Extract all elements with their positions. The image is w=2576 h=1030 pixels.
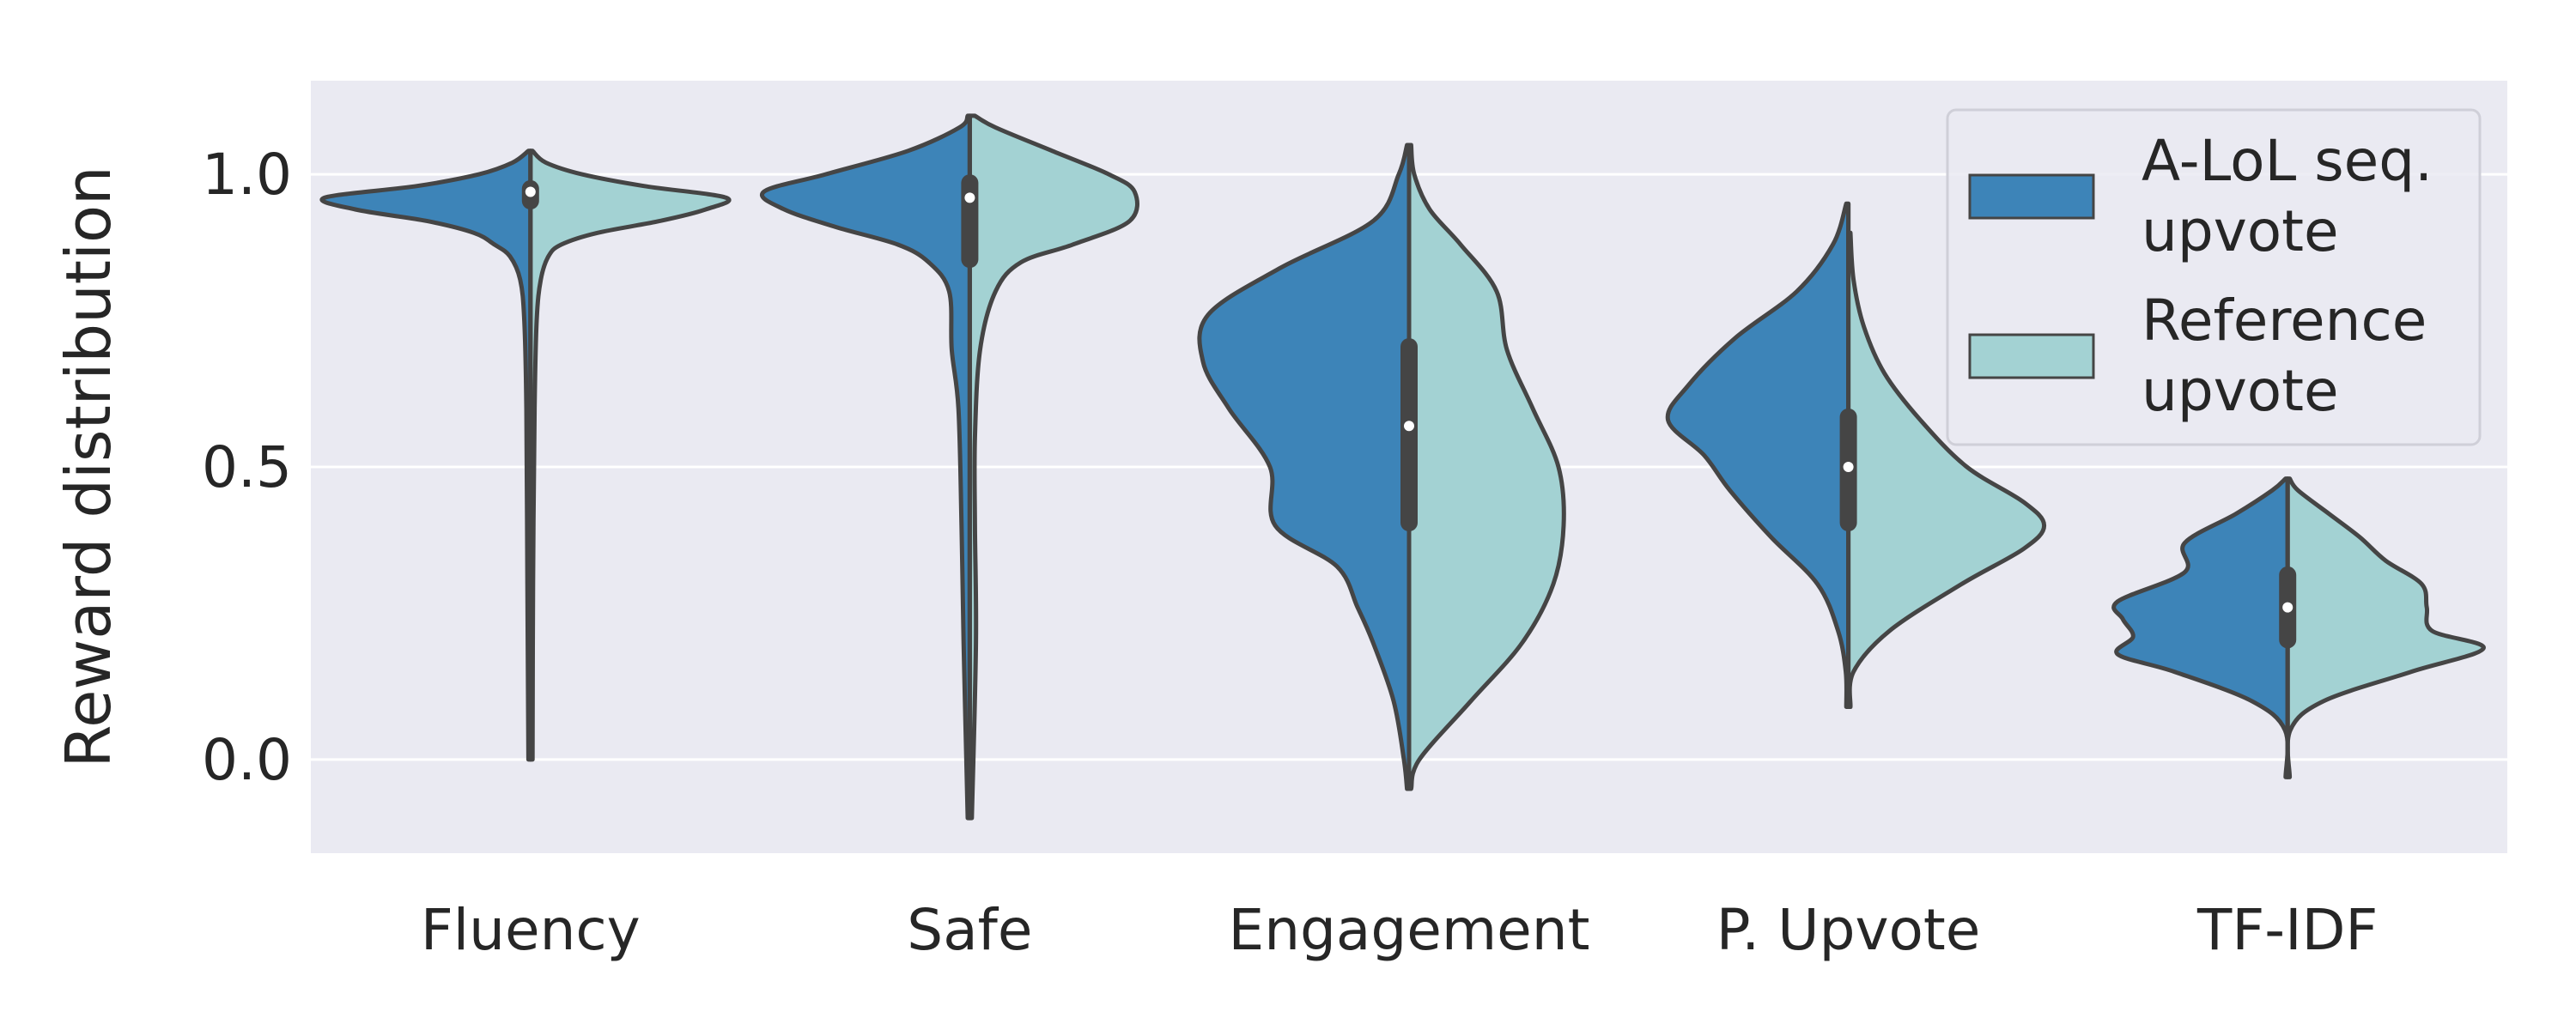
legend-swatch bbox=[1968, 173, 2095, 220]
violin-half-right bbox=[1846, 230, 2047, 709]
x-tick-label: TF-IDF bbox=[2196, 897, 2378, 963]
iqr-box bbox=[1400, 338, 1418, 531]
legend-item: A-LoL seq. upvote bbox=[1968, 128, 2433, 264]
median-marker bbox=[1843, 462, 1854, 472]
x-tick-label: Engagement bbox=[1229, 897, 1590, 963]
x-tick-label: Safe bbox=[907, 897, 1032, 963]
median-marker bbox=[1404, 421, 1414, 432]
median-marker bbox=[2282, 602, 2293, 613]
violin-half-right bbox=[2285, 476, 2486, 779]
x-tick-label: Fluency bbox=[421, 897, 641, 963]
legend-swatch bbox=[1968, 333, 2095, 379]
violin-half-left bbox=[760, 113, 972, 821]
median-marker bbox=[525, 186, 536, 197]
violins bbox=[319, 113, 2486, 821]
x-tick-label: P. Upvote bbox=[1716, 897, 1981, 963]
y-tick-label: 0.0 bbox=[202, 727, 292, 793]
violin-engagement bbox=[1197, 142, 1566, 791]
violin-half-left bbox=[2111, 476, 2290, 779]
violin-half-right bbox=[967, 113, 1139, 821]
x-tick-labels: Fluency Safe Engagement P. Upvote TF-IDF bbox=[421, 897, 2379, 963]
y-tick-label: 0.5 bbox=[202, 434, 292, 500]
violin-half-left bbox=[1665, 201, 1851, 709]
violin-half-right bbox=[1406, 142, 1566, 791]
violin-half-left bbox=[319, 148, 533, 762]
violin-tf-idf bbox=[2111, 476, 2486, 779]
legend-item: Reference upvote bbox=[1968, 288, 2427, 424]
legend: A-LoL seq. upvote Reference upvote bbox=[1946, 108, 2482, 446]
violin-safe bbox=[760, 113, 1139, 821]
y-tick-label: 1.0 bbox=[202, 142, 292, 208]
median-marker bbox=[964, 192, 975, 203]
violin-half-left bbox=[1197, 142, 1412, 791]
iqr-box bbox=[961, 174, 979, 269]
y-axis-label: Reward distribution bbox=[52, 166, 125, 767]
violin-p-upvote bbox=[1665, 201, 2047, 709]
legend-label: Reference upvote bbox=[2142, 288, 2427, 424]
y-tick-labels: 0.0 0.5 1.0 bbox=[202, 142, 292, 793]
legend-label: A-LoL seq. upvote bbox=[2142, 128, 2433, 264]
violin-fluency bbox=[319, 148, 732, 762]
violin-half-right bbox=[528, 148, 732, 762]
